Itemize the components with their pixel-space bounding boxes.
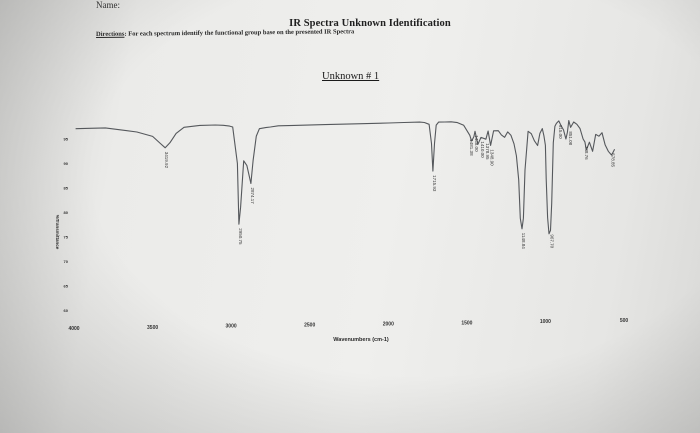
page-title: IR Spectra Unknown Identification — [289, 18, 451, 29]
peak-label: 1378.95 — [485, 143, 490, 160]
x-tick-label: 2000 — [383, 321, 394, 327]
y-tick-label: 75 — [64, 235, 69, 240]
x-tick-label: 4000 — [68, 326, 79, 332]
y-tick-label: 85 — [64, 186, 69, 191]
unknown-label: Unknown # 1 — [322, 71, 380, 82]
peak-label: 1148.84 — [521, 233, 526, 249]
peak-label: 851.08 — [568, 131, 573, 145]
peak-label: 578.85 — [611, 153, 616, 167]
spectrum-line — [75, 120, 616, 235]
peak-label: 915.00 — [558, 125, 563, 139]
x-axis-label: Wavenumbers (cm-1) — [333, 337, 389, 343]
y-axis-label: %Transmittance — [55, 215, 60, 250]
peak-label: 3419.92 — [164, 152, 169, 169]
x-tick-label: 3500 — [147, 325, 158, 331]
y-tick-label: 80 — [64, 210, 69, 215]
peak-label: 1448.00 — [474, 135, 479, 152]
x-axis-ticks: 4000 3500 3000 2500 2000 1500 1000 500 — [68, 318, 628, 332]
x-tick-label: 500 — [620, 318, 629, 324]
peak-label: 748.76 — [584, 146, 589, 160]
peak-labels: 3419.92 2950.75 2874.17 1715.93 1481.38 1448.… — [164, 125, 615, 249]
peak-label: 1348.90 — [490, 149, 495, 166]
y-tick-label: 60 — [64, 308, 69, 313]
y-tick-label: 90 — [64, 161, 69, 166]
y-tick-label: 65 — [64, 284, 69, 289]
x-tick-label: 2500 — [304, 323, 315, 329]
peak-label: 1715.93 — [432, 175, 437, 192]
x-tick-label: 3000 — [226, 324, 237, 330]
name-line: Name: — [96, 0, 120, 10]
peak-label: 1410.00 — [480, 141, 485, 158]
x-tick-label: 1000 — [540, 319, 551, 325]
peak-label: 2950.75 — [238, 228, 243, 245]
y-axis-ticks: 95 90 85 80 75 70 65 60 — [64, 137, 69, 314]
y-tick-label: 70 — [64, 259, 69, 264]
x-tick-label: 1500 — [461, 320, 472, 326]
peak-label: 967.70 — [550, 234, 555, 248]
peak-label: 1481.38 — [469, 139, 474, 156]
y-tick-label: 95 — [64, 137, 69, 142]
peak-label: 2874.17 — [250, 188, 255, 205]
